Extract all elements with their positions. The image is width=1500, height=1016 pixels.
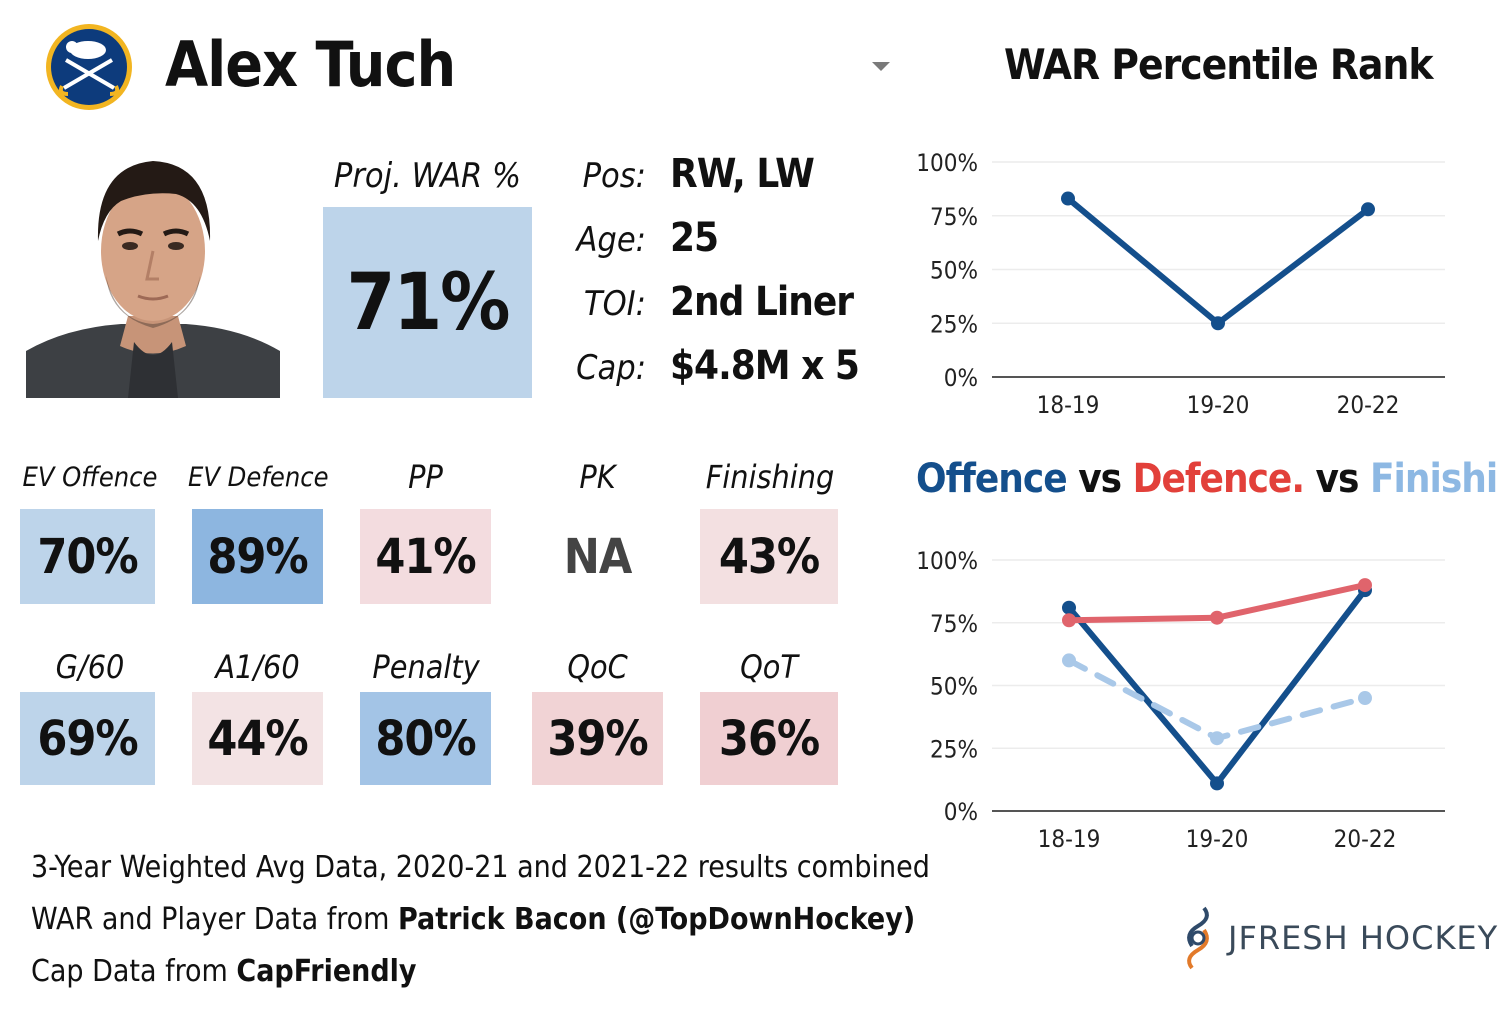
data-point-defence [1358,578,1372,593]
bio-value-toi: 2nd Liner [670,279,854,325]
y-tick-label: 100% [916,547,978,575]
footer-line-1: 3-Year Weighted Avg Data, 2020-21 and 20… [31,850,930,885]
footer-line-3-prefix: Cap Data from [31,954,237,989]
data-point-defence [1210,610,1224,625]
stat-value-qoc: 39% [547,710,648,767]
stat-box-finishing: 43% [700,509,838,604]
war-chart-title: WAR Percentile Rank [1004,40,1434,89]
stat-value-pk: NA [563,528,633,585]
x-tick-label: 19-20 [1186,825,1249,853]
y-tick-label: 0% [944,364,978,392]
proj-war-label: Proj. WAR % [333,156,522,196]
brand-name: JFRESH HOCKEY [1228,919,1499,957]
jfresh-logo-icon [1187,906,1209,970]
bio-value-age: 25 [670,215,719,261]
stat-label-qoc: QoC [567,648,628,686]
war-percentile-chart: 0% 25% 50% 75% 100% 18-19 19-20 20-22 [916,149,1445,419]
y-tick-label: 75% [930,203,978,231]
proj-war-box: 71% [323,207,532,398]
bio-value-cap: $4.8M x 5 [670,343,860,389]
stat-label-pk: PK [579,458,616,496]
stat-label-qot: QoT [740,648,798,686]
footer-line-2-prefix: WAR and Player Data from [31,902,399,937]
x-tick-label: 20-22 [1337,391,1400,419]
x-tick-label: 18-19 [1038,825,1101,853]
stat-label-penalty: Penalty [372,648,480,686]
stat-box-qot: 36% [700,692,838,785]
offence-defence-finishing-chart: 0% 25% 50% 75% 100% 18-19 19-20 20-22 [916,547,1445,853]
proj-war-value: 71% [346,257,511,348]
y-tick-label: 75% [930,610,978,638]
stat-box-a160: 44% [192,692,323,785]
stat-value-qot: 36% [718,710,820,767]
data-point-finishing [1062,653,1076,668]
bio-value-pos: RW, LW [670,151,815,197]
footer-line-2: WAR and Player Data from Patrick Bacon (… [31,902,915,937]
stat-box-g60: 69% [20,692,155,785]
brand: JFRESH HOCKEY [1178,906,1498,970]
footer-source-link: Patrick Bacon (@TopDownHockey) [398,902,916,937]
bio-label-cap: Cap: [576,348,646,388]
x-tick-label: 20-22 [1334,825,1397,853]
ovd-title-vs-1: vs [1078,456,1122,502]
bio-label-pos: Pos: [582,156,646,196]
footer-line-3: Cap Data from CapFriendly [31,954,417,989]
stat-value-penalty: 80% [375,710,476,767]
data-point-war [1361,202,1375,217]
stat-label-finishing: Finishing [705,458,835,496]
stat-box-penalty: 80% [360,692,491,785]
y-tick-label: 100% [916,149,978,177]
stat-value-finishing: 43% [718,528,820,585]
stat-value-a160: 44% [207,710,308,767]
data-point-war [1061,191,1075,206]
ovd-chart-title: Offence vs Defence. vs Finishing [916,456,1500,502]
y-tick-label: 0% [944,798,978,826]
y-tick-label: 50% [930,673,978,701]
sabres-logo [46,24,132,110]
ovd-title-defence: Defence. [1132,456,1305,502]
y-tick-label: 25% [930,735,978,763]
stat-label-a160: A1/60 [215,648,300,686]
data-point-offence [1062,600,1076,615]
bio-label-toi: TOI: [583,284,646,324]
stat-value-g60: 69% [37,710,138,767]
x-tick-label: 19-20 [1187,391,1250,419]
chevron-down-icon[interactable] [872,62,890,71]
y-tick-label: 50% [930,257,978,285]
player-name: Alex Tuch [165,28,456,101]
stat-value-pp: 41% [375,528,476,585]
ovd-title-finishing: Finishing [1369,456,1500,502]
bio-label-age: Age: [576,220,646,260]
stat-label-ev-offence: EV Offence [22,462,158,493]
ovd-title-offence: Offence [916,456,1068,502]
stat-box-ev-offence: 70% [20,509,155,604]
stat-value-ev-defence: 89% [207,528,308,585]
player-photo [26,146,280,398]
stat-label-ev-defence: EV Defence [188,462,329,493]
series-line-war [1065,195,1371,327]
data-point-finishing [1358,691,1372,706]
data-point-finishing [1210,731,1224,746]
footer-cap-source: CapFriendly [236,954,417,989]
stat-box-pp: 41% [360,509,491,604]
x-tick-label: 18-19 [1037,391,1100,419]
stat-value-ev-offence: 70% [37,528,138,585]
stat-box-ev-defence: 89% [192,509,323,604]
stat-box-qoc: 39% [532,692,663,785]
data-point-defence [1062,613,1076,628]
data-point-war [1211,316,1225,331]
stat-box-pk: NA [532,509,663,604]
ovd-title-vs-2: vs [1315,456,1360,502]
y-tick-label: 25% [930,310,978,338]
series-line-finishing [1066,657,1368,742]
data-point-offence [1210,776,1224,791]
stat-label-pp: PP [408,458,443,496]
stat-label-g60: G/60 [55,648,125,686]
